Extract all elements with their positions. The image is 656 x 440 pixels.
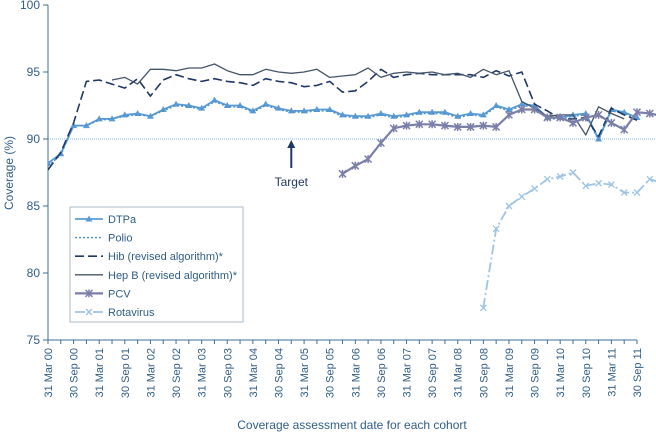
series-dtpa xyxy=(45,97,641,166)
x-tick-label: 30 Sep 09 xyxy=(530,348,542,398)
series-line-rotavirus xyxy=(483,173,656,308)
legend-box xyxy=(70,207,243,322)
data-point-pcv xyxy=(621,126,628,134)
data-point-rotavirus xyxy=(570,170,576,176)
data-point-rotavirus xyxy=(544,176,550,182)
x-tick-label: 30 Sep 03 xyxy=(222,348,234,398)
x-tick-label: 30 Sep 06 xyxy=(376,348,388,398)
target-label: Target xyxy=(275,175,309,189)
x-tick-label: 30 Sep 10 xyxy=(581,348,593,398)
x-tick-label: 31 Mar 03 xyxy=(197,348,209,398)
axes-layer: 75 80 85 90 95 100 31 Mar 00 30 Sep 00 31 Mar 01… xyxy=(20,0,644,398)
x-tick-label: 30 Sep 00 xyxy=(69,348,81,398)
legend-label-hepb: Hep B (revised algorithm)* xyxy=(108,270,238,282)
series-rotavirus xyxy=(480,170,656,311)
legend-label-pcv: PCV xyxy=(108,288,131,300)
legend-label-polio: Polio xyxy=(108,233,132,245)
x-tick-label: 31 Mar 06 xyxy=(350,348,362,398)
series-hepb xyxy=(112,64,624,135)
data-point-rotavirus xyxy=(596,180,602,186)
x-tick-label: 31 Mar 01 xyxy=(94,348,106,398)
x-tick-label: 31 Mar 07 xyxy=(402,348,414,398)
x-tick-label: 31 Mar 02 xyxy=(145,348,157,398)
data-point-rotavirus xyxy=(519,194,525,200)
x-tick-label: 31 Mar 09 xyxy=(504,348,516,398)
data-point-pcv xyxy=(608,119,615,127)
x-tick-label: 31 Mar 05 xyxy=(299,348,311,398)
y-axis-title: Coverage (%) xyxy=(2,136,16,210)
x-axis-title: Coverage assessment date for each cohort xyxy=(237,418,467,432)
legend: DTPa Polio Hib (revised algorithm)* Hep B (… xyxy=(70,207,243,322)
series-line-dtpa xyxy=(48,100,637,163)
y-tick-label: 100 xyxy=(20,0,40,12)
x-tick-label: 31 Mar 10 xyxy=(555,348,567,398)
data-point-pcv xyxy=(365,155,372,163)
x-tick-label: 30 Sep 05 xyxy=(325,348,337,398)
x-tick-label: 31 Mar 11 xyxy=(606,348,618,397)
data-point-rotavirus xyxy=(506,203,512,209)
legend-label-dtpa: DTPa xyxy=(108,214,137,226)
series-line-hepb xyxy=(112,64,624,135)
data-point-pcv xyxy=(339,170,346,178)
legend-label-rotavirus: Rotavirus xyxy=(108,307,155,319)
x-tick-label: 30 Sep 11 xyxy=(632,348,644,397)
data-point-pcv xyxy=(352,162,359,170)
data-point-rotavirus xyxy=(532,186,538,192)
x-tick-label: 31 Mar 00 xyxy=(43,348,55,398)
x-tick-label: 30 Sep 02 xyxy=(171,348,183,398)
y-tick-label: 75 xyxy=(27,333,41,347)
x-tick-label: 31 Mar 08 xyxy=(453,348,465,398)
series-line-pcv xyxy=(343,110,656,174)
target-arrow-head xyxy=(287,140,295,148)
legend-label-hib: Hib (revised algorithm)* xyxy=(108,251,224,263)
x-tick-label: 30 Sep 04 xyxy=(273,348,285,398)
x-tick-label: 30 Sep 01 xyxy=(120,348,132,398)
y-tick-label: 85 xyxy=(27,199,41,213)
y-tick-label: 95 xyxy=(27,65,41,79)
y-tick-label: 80 xyxy=(27,266,41,280)
data-point-rotavirus xyxy=(634,190,640,196)
x-tick-label: 30 Sep 07 xyxy=(427,348,439,398)
x-tick-label: 30 Sep 08 xyxy=(478,348,490,398)
x-tick-label: 31 Mar 04 xyxy=(248,348,260,398)
y-tick-label: 90 xyxy=(27,132,41,146)
target-layer: Target xyxy=(48,139,656,189)
data-point-pcv xyxy=(377,139,384,147)
